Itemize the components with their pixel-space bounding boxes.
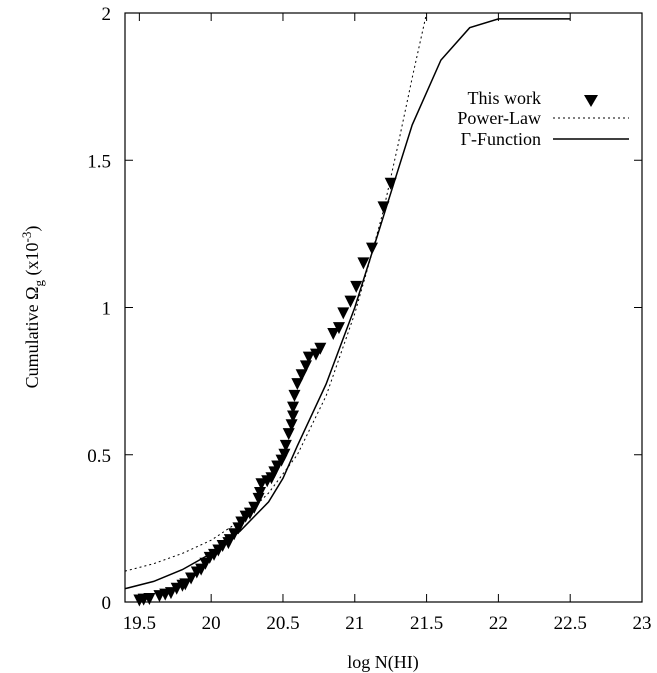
y-axis-title-prefix: Cumulative Ω [22,286,42,388]
data-point [384,177,397,190]
series-line-power-law [125,13,428,572]
x-axis-title: log N(HI) [347,652,418,673]
data-point [164,587,177,600]
data-point [143,593,156,606]
axis-ticks: 19.5 20 20.5 21 21.5 22 22.5 23 0 0.5 1 1.5 2 [87,4,651,634]
data-point [282,428,295,441]
x-tick-label: 23 [633,613,652,634]
y-tick-label: 1.5 [87,151,111,172]
x-tick-label: 22.5 [554,613,587,634]
y-tick-label: 0 [102,593,112,614]
legend-label-gamma-function: Γ-Function [461,129,541,149]
x-tick-label: 19.5 [123,613,156,634]
data-point [295,369,308,382]
data-point [279,439,292,452]
data-point [344,295,357,308]
data-point [357,257,370,270]
y-axis-title-superscript: -3 [19,232,34,243]
y-axis-title-subscript: g [31,279,46,286]
x-tick-label: 21.5 [410,613,443,634]
data-point [185,572,198,585]
legend-label-this-work: This work [468,88,542,108]
data-point [288,389,301,402]
y-axis-title: Cumulative Ωg (x10-3) [19,226,46,389]
y-tick-label: 2 [102,4,112,25]
y-tick-label: 0.5 [87,446,111,467]
x-tick-label: 21 [345,613,364,634]
data-point [314,342,327,355]
data-point [179,578,192,591]
series-line-function [125,18,571,590]
data-point [366,242,379,255]
data-point [332,322,345,335]
data-point [278,448,291,461]
x-tick-label: 20.5 [266,613,299,634]
data-point [299,360,312,373]
legend-label-power-law: Power-Law [457,108,541,128]
data-point [248,501,261,514]
legend-marker-this-work [584,95,598,107]
x-tick-label: 22 [489,613,508,634]
data-point [287,401,300,414]
plot-frame [124,12,643,603]
data-point [285,419,298,432]
y-axis-title-suffix-open: (x10 [22,242,43,280]
data-point [291,378,304,391]
data-point [337,307,350,320]
data-point [302,351,315,364]
series-lines [125,13,571,590]
data-point [252,492,265,505]
data-point [350,280,363,293]
y-tick-label: 1 [102,299,112,320]
data-point [253,487,266,500]
series-points [133,177,397,607]
y-axis-title-suffix-close: ) [22,226,43,232]
data-point [287,410,300,423]
data-point [327,328,340,341]
data-point [377,201,390,214]
legend: This work Power-Law Γ-Function [457,88,629,149]
x-tick-label: 20 [202,613,221,634]
